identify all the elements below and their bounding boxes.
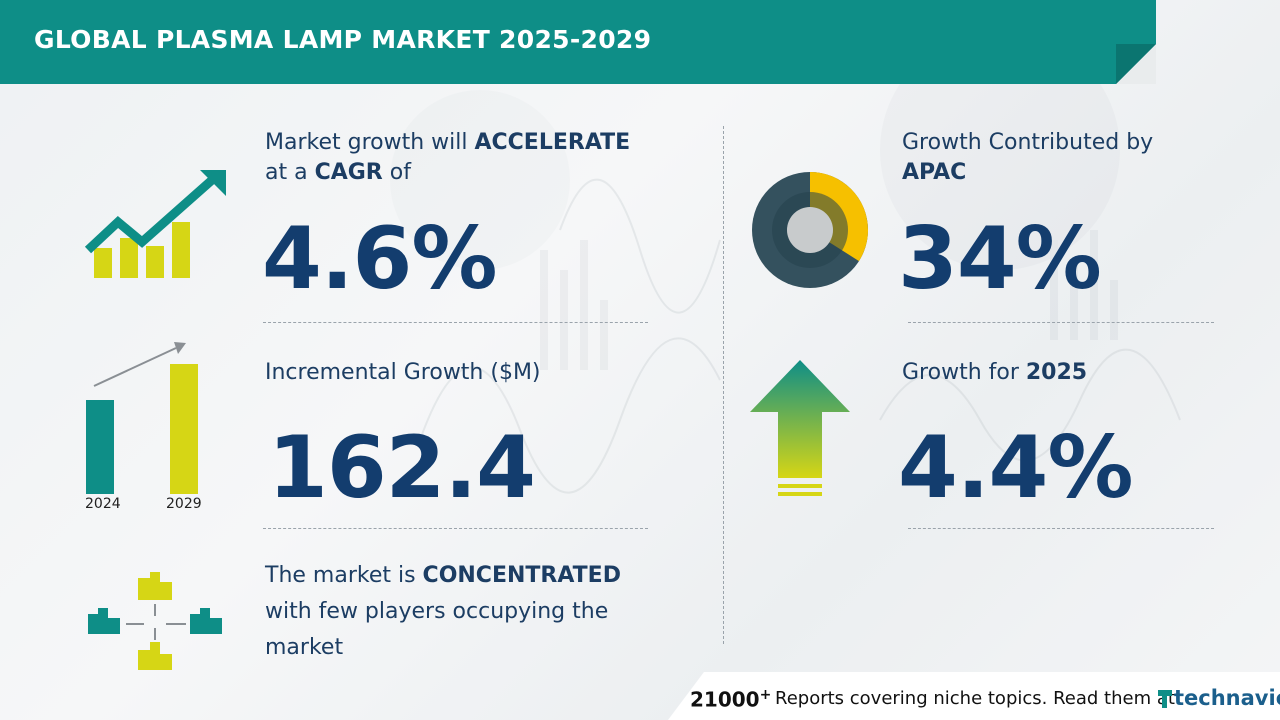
year-end: 2029	[166, 496, 202, 512]
report-count-number: 21000	[690, 687, 760, 712]
cagr-label-cagr: CAGR	[314, 160, 383, 185]
market-label: The market is CONCENTRATED with few play…	[265, 558, 621, 666]
report-count: 21000+	[690, 687, 771, 712]
region-label: Growth Contributed by APAC	[902, 128, 1153, 188]
divider	[263, 528, 648, 529]
cagr-label-strong: ACCELERATE	[474, 130, 631, 155]
incremental-label: Incremental Growth ($M)	[265, 360, 541, 385]
bar-growth-icon	[86, 342, 198, 494]
market-label-strong: CONCENTRATED	[422, 563, 621, 588]
cagr-value: 4.6%	[262, 209, 498, 309]
incremental-value: 162.4	[268, 418, 536, 518]
region-value: 34%	[898, 209, 1102, 309]
region-label-text: Growth Contributed by	[902, 130, 1154, 155]
market-label-line3: market	[265, 635, 344, 660]
market-label-line2: with few players occupying the	[265, 599, 609, 624]
year-growth-label: Growth for 2025	[902, 358, 1087, 388]
up-arrow-icon	[750, 360, 850, 496]
page-title: GLOBAL PLASMA LAMP MARKET 2025-2029	[34, 25, 652, 54]
buildings-icon	[88, 572, 222, 670]
year-growth-year: 2025	[1025, 360, 1088, 385]
donut-icon	[752, 172, 868, 288]
year-growth-value: 4.4%	[898, 418, 1134, 518]
column-divider	[723, 126, 724, 644]
cagr-label: Market growth will ACCELERATE at a CAGR …	[265, 128, 630, 188]
growth-chart-icon	[84, 170, 226, 278]
technavio-logo-icon	[1158, 690, 1172, 708]
year-growth-label-text: Growth for	[902, 360, 1026, 385]
divider	[908, 528, 1214, 529]
report-count-plus: +	[759, 687, 772, 703]
cagr-label-of: of	[382, 160, 411, 185]
region-name: APAC	[902, 160, 967, 185]
divider	[263, 322, 648, 323]
cagr-label-pre: Market growth will	[265, 130, 475, 155]
divider	[908, 322, 1214, 323]
cagr-label-line2: at a	[265, 160, 315, 185]
footer-band	[668, 672, 1280, 720]
donut-hole	[787, 207, 833, 253]
footer-text: Reports covering niche topics. Read them…	[775, 688, 1175, 709]
header-banner	[0, 0, 1156, 84]
market-label-pre: The market is	[265, 563, 423, 588]
year-start: 2024	[85, 496, 121, 512]
header-fold	[1116, 44, 1156, 84]
technavio-link[interactable]: technavio	[1174, 686, 1280, 710]
